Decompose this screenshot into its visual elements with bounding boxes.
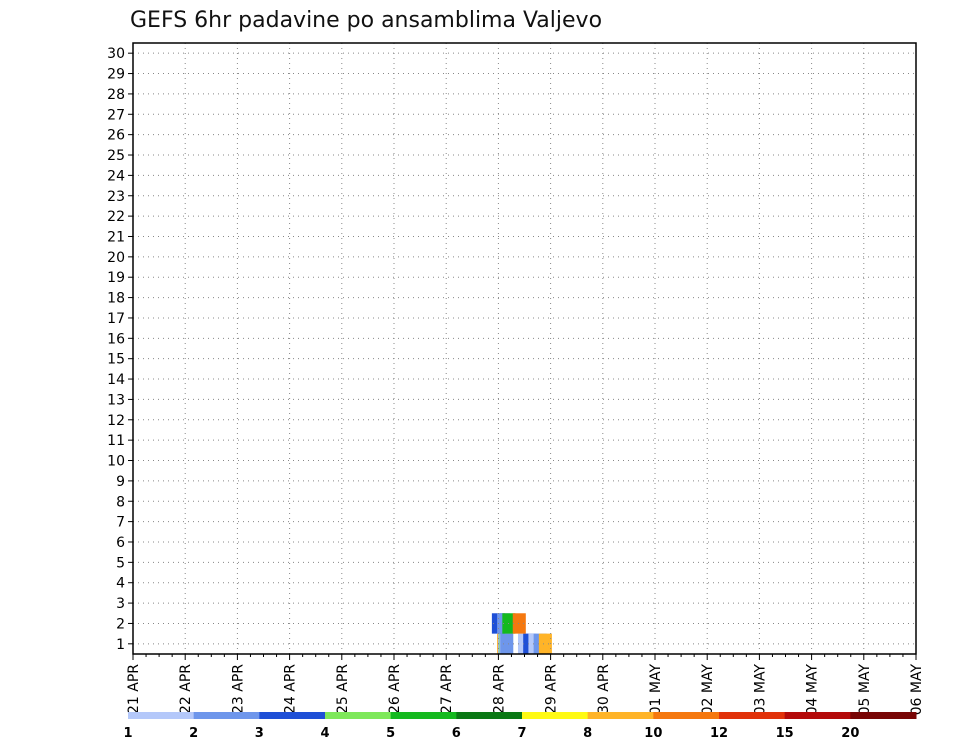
colorbar-swatch [587, 712, 654, 719]
colorbar-label: 15 [776, 726, 794, 741]
heatmap-cell [512, 613, 526, 634]
x-tick-label: 26 APR [387, 664, 403, 714]
heatmap-cell [500, 633, 514, 654]
x-tick-label: 04 MAY [805, 664, 821, 716]
y-tick-label: 27 [107, 107, 125, 123]
y-tick-label: 1 [116, 637, 125, 653]
colorbar-swatch [456, 712, 523, 719]
x-tick-label: 06 MAY [909, 664, 925, 716]
y-tick-label: 29 [107, 67, 125, 83]
x-tick-label: 23 APR [230, 664, 246, 714]
y-tick-label: 3 [116, 596, 125, 612]
x-tick-label: 29 APR [544, 664, 560, 714]
colorbar-label: 20 [841, 726, 859, 741]
colorbar-swatch [193, 712, 260, 719]
cells-layer [491, 613, 552, 654]
colorbar-label: 10 [644, 726, 662, 741]
y-tick-label: 20 [107, 250, 125, 266]
x-tick-label: 30 APR [596, 664, 612, 714]
y-tick-label: 10 [107, 454, 125, 470]
y-tick-label: 2 [116, 616, 125, 632]
y-tick-label: 7 [116, 515, 125, 531]
y-tick-label: 17 [107, 311, 125, 327]
y-tick-label: 16 [107, 331, 125, 347]
colorbar-swatch [128, 712, 195, 719]
grid-layer [133, 43, 916, 654]
y-tick-label: 19 [107, 270, 125, 286]
x-tick-label: 03 MAY [752, 664, 768, 716]
y-tick-label: 11 [107, 433, 125, 449]
colorbar-label: 3 [255, 726, 264, 741]
colorbar-label: 2 [189, 726, 198, 741]
x-tick-label: 22 APR [178, 664, 194, 714]
y-tick-label: 25 [107, 148, 125, 164]
colorbar: 1 2 3 4 5 6 7 8 10 12 15 20 [123, 712, 917, 741]
y-tick-label: 22 [107, 209, 125, 225]
y-tick-label: 18 [107, 291, 125, 307]
heatmap-cell [538, 633, 552, 654]
y-tick-label: 4 [116, 576, 125, 592]
y-tick-label: 12 [107, 413, 125, 429]
x-tick-label: 01 MAY [648, 664, 664, 716]
y-tick-label: 23 [107, 189, 125, 205]
colorbar-label: 1 [123, 726, 132, 741]
y-tick-label: 30 [107, 46, 125, 62]
colorbar-swatch [719, 712, 786, 719]
colorbar-label: 6 [452, 726, 461, 741]
colorbar-swatch [850, 712, 917, 719]
x-tick-label: 27 APR [439, 664, 455, 714]
colorbar-swatch [653, 712, 720, 719]
y-tick-label: 24 [107, 168, 125, 184]
y-tick-label: 28 [107, 87, 125, 103]
colorbar-swatch [325, 712, 392, 719]
x-tick-label: 02 MAY [700, 664, 716, 716]
y-tick-label: 8 [116, 494, 125, 510]
y-tick-label: 5 [116, 555, 125, 571]
colorbar-label: 5 [386, 726, 395, 741]
colorbar-label: 12 [710, 726, 728, 741]
x-tick-label: 21 APR [126, 664, 142, 714]
colorbar-swatch [390, 712, 457, 719]
x-tick-label: 24 APR [283, 664, 299, 714]
y-tick-label: 13 [107, 392, 125, 408]
y-tick-label: 15 [107, 352, 125, 368]
x-tick-label: 05 MAY [857, 664, 873, 716]
y-tick-label: 14 [107, 372, 125, 388]
x-tick-label: 28 APR [491, 664, 507, 714]
y-tick-label: 9 [116, 474, 125, 490]
colorbar-label: 7 [517, 726, 526, 741]
x-tick-label: 25 APR [335, 664, 351, 714]
y-tick-label: 21 [107, 229, 125, 245]
axis-layer: 1234567891011121314151617181920212223242… [107, 42, 925, 716]
chart-title: GEFS 6hr padavine po ansamblima Valjevo [130, 8, 602, 33]
colorbar-label: 4 [320, 726, 329, 741]
colorbar-label: 8 [583, 726, 592, 741]
colorbar-swatch [522, 712, 589, 719]
colorbar-swatch [259, 712, 326, 719]
y-tick-label: 26 [107, 128, 125, 144]
y-tick-label: 6 [116, 535, 125, 551]
colorbar-swatch [784, 712, 851, 719]
